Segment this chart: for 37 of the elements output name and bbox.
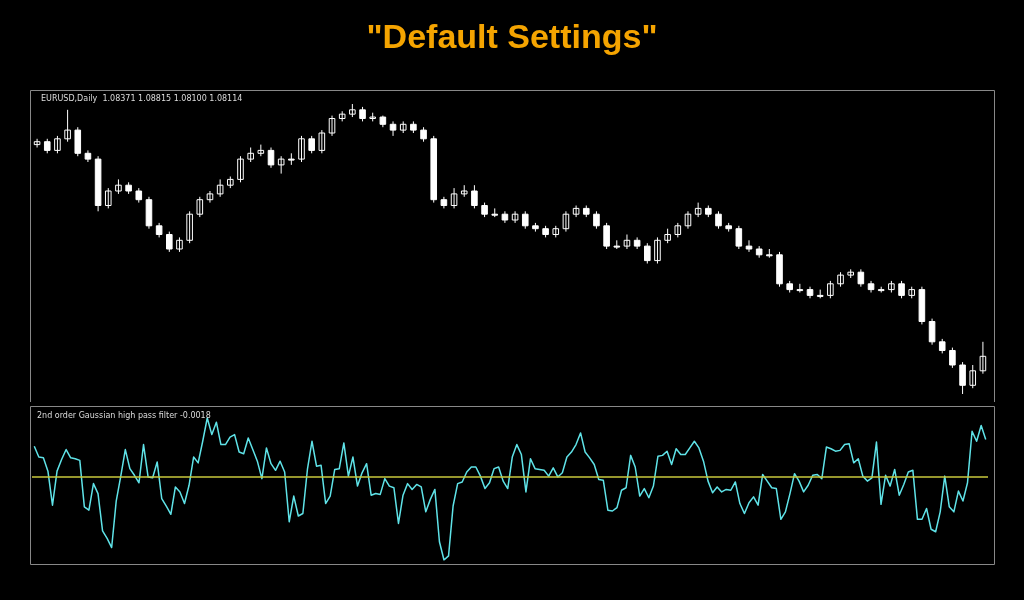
candlestick	[389, 120, 397, 137]
candlestick	[450, 187, 458, 209]
candlestick	[104, 187, 112, 209]
candlestick	[318, 129, 326, 154]
candlestick	[928, 318, 936, 346]
candlestick	[562, 210, 570, 233]
candlestick	[644, 242, 651, 264]
candlestick	[74, 126, 82, 157]
candlestick	[196, 196, 204, 218]
candlestick	[745, 239, 753, 253]
candlestick	[959, 361, 966, 395]
candlestick	[654, 236, 661, 264]
candlestick	[216, 178, 224, 198]
candlestick	[572, 205, 580, 218]
candlestick	[796, 283, 804, 293]
candlestick	[298, 135, 305, 163]
chart-subtitle: EURUSD,Daily 1.08371 1.08815 1.08100 1.08114	[41, 93, 243, 103]
candlestick	[735, 225, 743, 250]
candlestick	[969, 364, 977, 389]
chart-title: 2nd order Gaussian high pass filter -0.0018	[37, 410, 211, 420]
candlestick	[237, 155, 244, 183]
candlestick	[186, 210, 193, 244]
candlestick	[166, 231, 173, 253]
candlestick	[471, 184, 478, 209]
candlestick	[603, 222, 610, 250]
candlestick	[949, 347, 956, 369]
candlestick	[623, 234, 631, 250]
candlestick	[694, 202, 702, 218]
chart-title: "Default Settings"	[366, 17, 658, 55]
candlestick	[206, 190, 214, 204]
candlestick	[684, 210, 692, 230]
candlestick	[267, 147, 275, 169]
candlestick	[511, 210, 519, 224]
candlestick	[33, 138, 41, 148]
candlestick	[979, 341, 987, 375]
candlestick	[64, 109, 71, 143]
candlestick	[328, 115, 336, 137]
